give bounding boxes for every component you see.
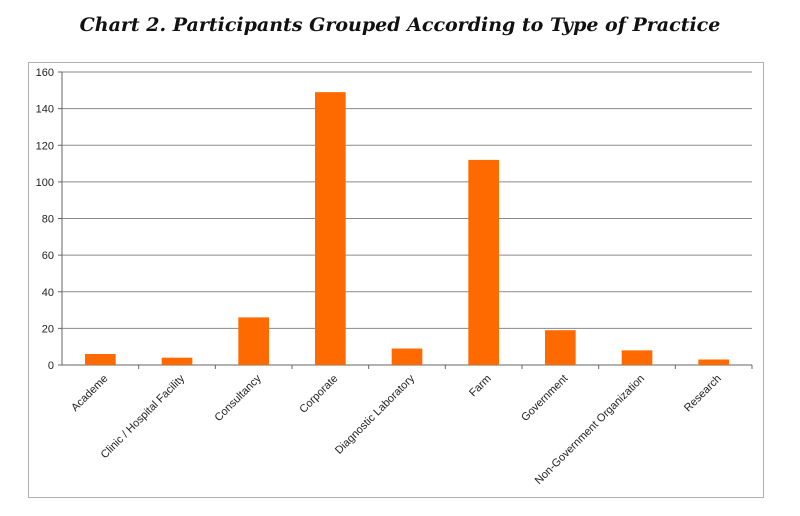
bar-diagnostic-laboratory [391, 348, 423, 365]
bars [85, 92, 729, 366]
bar-non-government-organization [621, 350, 653, 365]
bar-research [698, 359, 729, 365]
y-tick-label: 160 [36, 67, 54, 79]
y-tick-label: 40 [42, 287, 54, 299]
bar-corporate [315, 92, 346, 366]
chart-title: Chart 2. Participants Grouped According … [79, 14, 721, 36]
x-tick-label: Academe [69, 373, 110, 414]
x-tick-label: Clinic / Hospital Facility [99, 372, 188, 461]
bar-academe [85, 354, 116, 365]
y-tick-label: 60 [42, 250, 54, 262]
y-tick-label: 120 [36, 140, 54, 152]
bar-clinic-hospital-facility [161, 357, 193, 365]
x-tick-label: Corporate [297, 373, 340, 416]
x-tick-label: Diagnostic Laboratory [333, 372, 418, 457]
y-tick-label: 20 [42, 323, 54, 335]
y-tick-label: 0 [48, 360, 54, 372]
axes [58, 71, 753, 369]
y-tick-label: 140 [36, 104, 54, 116]
y-tick-label: 100 [36, 177, 54, 189]
bar-farm [468, 159, 499, 365]
bar-government [545, 330, 576, 365]
x-tick-label: Research [682, 373, 724, 415]
y-tick-label: 80 [42, 214, 54, 226]
x-tick-label: Consultancy [212, 372, 264, 424]
x-tick-label: Farm [467, 373, 494, 400]
bar-consultancy [238, 317, 269, 365]
y-tick-labels: 0 20 40 60 80 100 120 140 160 [36, 67, 54, 372]
chart-frame [28, 62, 764, 498]
x-tick-label: Government [519, 373, 570, 424]
gridlines [62, 71, 752, 329]
